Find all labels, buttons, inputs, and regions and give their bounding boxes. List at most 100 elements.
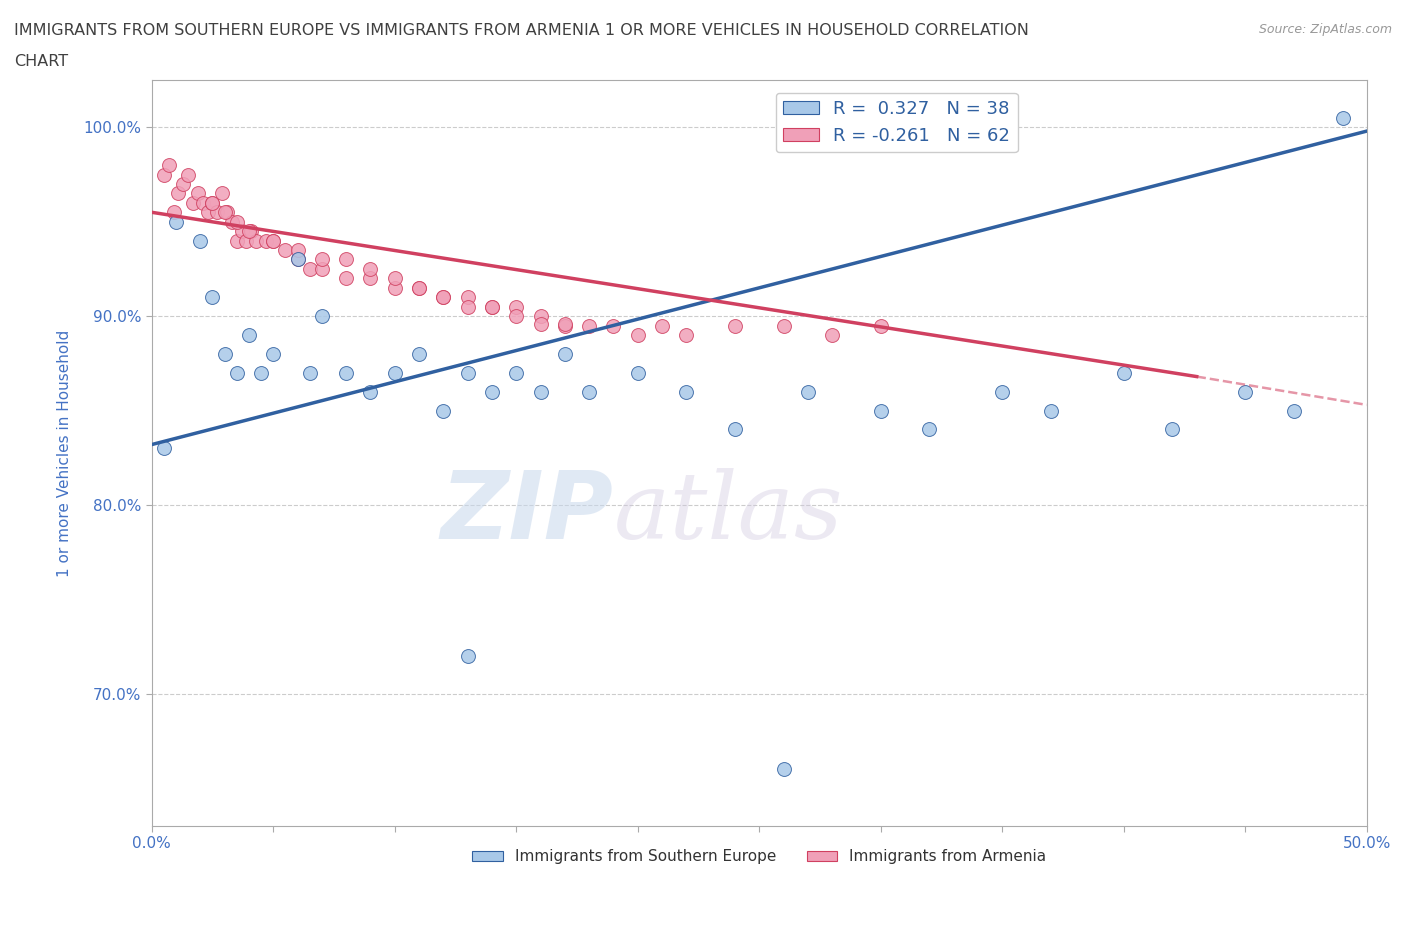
Point (262, 233, 284, 248)
Point (262, 347, 284, 362)
Point (231, 224, 253, 239)
Point (578, 318, 600, 333)
Point (481, 299, 503, 314)
Point (335, 365, 357, 380)
Point (311, 261, 333, 276)
Text: Source: ZipAtlas.com: Source: ZipAtlas.com (1258, 23, 1392, 36)
Point (335, 252, 357, 267)
Point (211, 186, 233, 201)
Point (457, 365, 479, 380)
Text: IMMIGRANTS FROM SOUTHERN EUROPE VS IMMIGRANTS FROM ARMENIA 1 OR MORE VEHICLES IN: IMMIGRANTS FROM SOUTHERN EUROPE VS IMMIG… (14, 23, 1029, 38)
Point (554, 316, 576, 331)
Point (287, 243, 309, 258)
Point (627, 327, 650, 342)
Point (408, 280, 430, 295)
Point (359, 261, 381, 276)
Point (177, 167, 200, 182)
Point (724, 318, 747, 333)
Point (432, 290, 454, 305)
Point (311, 309, 333, 324)
Point (384, 365, 406, 380)
Point (457, 299, 479, 314)
Point (298, 365, 321, 380)
Point (505, 309, 527, 324)
Point (797, 384, 820, 399)
Point (821, 327, 844, 342)
Point (384, 280, 406, 295)
Point (554, 347, 576, 362)
Point (225, 233, 247, 248)
Point (207, 205, 229, 219)
Point (432, 403, 454, 418)
Point (1282, 403, 1305, 418)
Point (529, 384, 551, 399)
Point (1161, 422, 1184, 437)
Point (157, 158, 180, 173)
Point (238, 327, 260, 342)
Point (384, 271, 406, 286)
Point (298, 261, 321, 276)
Point (772, 318, 794, 333)
Point (172, 177, 194, 192)
Point (359, 271, 381, 286)
Point (602, 318, 624, 333)
Point (505, 299, 527, 314)
Point (335, 271, 357, 286)
Point (188, 233, 211, 248)
Point (918, 422, 941, 437)
Point (408, 280, 430, 295)
Point (225, 214, 247, 229)
Point (432, 290, 454, 305)
Point (651, 318, 673, 333)
Point (201, 195, 224, 210)
Y-axis label: 1 or more Vehicles in Household: 1 or more Vehicles in Household (58, 329, 72, 577)
Point (554, 318, 576, 333)
Point (457, 290, 479, 305)
Point (991, 384, 1014, 399)
Point (262, 233, 284, 248)
Point (181, 195, 204, 210)
Point (153, 167, 176, 182)
Point (408, 347, 430, 362)
Point (250, 365, 273, 380)
Point (245, 233, 267, 248)
Legend: Immigrants from Southern Europe, Immigrants from Armenia: Immigrants from Southern Europe, Immigra… (465, 844, 1053, 870)
Point (675, 327, 697, 342)
Point (201, 195, 224, 210)
Point (221, 214, 243, 229)
Point (1039, 403, 1062, 418)
Point (214, 205, 236, 219)
Point (274, 243, 297, 258)
Point (235, 233, 257, 248)
Point (869, 403, 891, 418)
Point (529, 309, 551, 324)
Point (165, 214, 187, 229)
Point (724, 422, 747, 437)
Point (869, 318, 891, 333)
Point (191, 195, 214, 210)
Point (240, 224, 263, 239)
Point (197, 205, 219, 219)
Point (201, 290, 224, 305)
Point (481, 299, 503, 314)
Point (254, 233, 277, 248)
Point (627, 365, 650, 380)
Text: CHART: CHART (14, 54, 67, 69)
Point (215, 205, 238, 219)
Point (772, 762, 794, 777)
Point (167, 186, 190, 201)
Point (162, 205, 184, 219)
Text: atlas: atlas (613, 468, 844, 558)
Point (457, 648, 479, 663)
Text: ZIP: ZIP (440, 467, 613, 559)
Point (287, 252, 309, 267)
Point (187, 186, 209, 201)
Point (214, 347, 236, 362)
Point (225, 365, 247, 380)
Point (578, 384, 600, 399)
Point (1331, 111, 1354, 126)
Point (1112, 365, 1135, 380)
Point (238, 224, 260, 239)
Point (359, 384, 381, 399)
Point (675, 384, 697, 399)
